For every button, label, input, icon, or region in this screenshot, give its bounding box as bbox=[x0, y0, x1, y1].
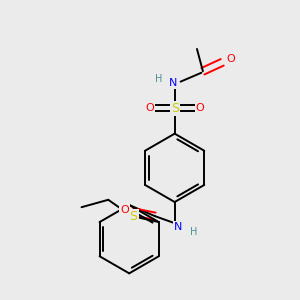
Text: S: S bbox=[171, 102, 179, 115]
Text: O: O bbox=[226, 54, 235, 64]
Text: O: O bbox=[196, 103, 204, 113]
Text: N: N bbox=[169, 78, 177, 88]
Text: H: H bbox=[154, 74, 162, 84]
Text: N: N bbox=[173, 222, 182, 232]
Text: S: S bbox=[130, 210, 137, 223]
Text: O: O bbox=[145, 103, 154, 113]
Text: H: H bbox=[190, 227, 198, 237]
Text: O: O bbox=[120, 205, 129, 215]
